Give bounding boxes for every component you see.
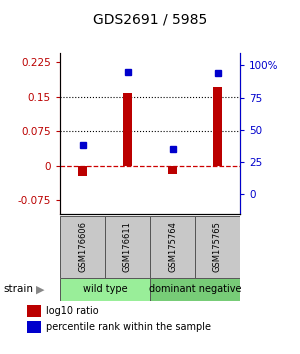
Bar (214, 87, 221, 166)
Text: GDS2691 / 5985: GDS2691 / 5985 (93, 12, 207, 27)
Bar (124, 93, 132, 166)
Bar (150, 278, 240, 301)
Text: GSM175765: GSM175765 (213, 222, 222, 272)
Text: strain: strain (3, 284, 33, 295)
Bar (195, 216, 240, 278)
Bar (60, 278, 150, 301)
Bar (27, 321, 41, 333)
Bar (60, 216, 105, 278)
Bar (27, 305, 41, 317)
Text: GSM176606: GSM176606 (78, 221, 87, 273)
Bar (79, 166, 87, 176)
Text: percentile rank within the sample: percentile rank within the sample (46, 322, 211, 332)
Bar (169, 166, 176, 174)
Text: ▶: ▶ (36, 284, 45, 295)
Text: wild type: wild type (83, 284, 127, 295)
Text: dominant negative: dominant negative (149, 284, 241, 295)
Bar (105, 216, 150, 278)
Text: log10 ratio: log10 ratio (46, 306, 99, 316)
Text: GSM175764: GSM175764 (168, 222, 177, 272)
Text: GSM176611: GSM176611 (123, 222, 132, 272)
Bar (150, 216, 195, 278)
